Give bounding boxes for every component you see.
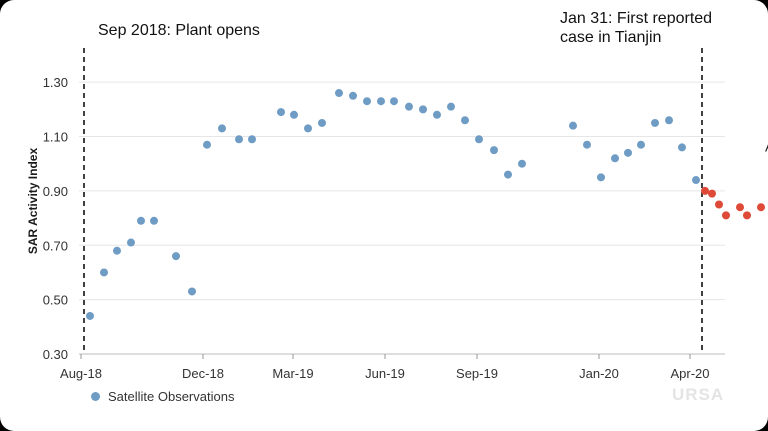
observation-point xyxy=(419,105,427,114)
observation-point xyxy=(137,216,145,225)
observation-point xyxy=(248,135,256,144)
recent-observation-point xyxy=(722,211,730,220)
observation-point xyxy=(349,91,357,100)
x-tick-label: Dec-18 xyxy=(182,366,224,381)
y-tick-label: 1.30 xyxy=(43,75,68,90)
recent-observation-point xyxy=(715,200,723,209)
y-axis-label: SAR Activity Index xyxy=(26,147,40,255)
first-case-annotation: Jan 31: First reported case in Tianjin xyxy=(560,10,713,46)
recent-observation-point xyxy=(743,211,751,220)
recent-observation-point xyxy=(736,203,744,212)
observation-point xyxy=(290,110,298,119)
legend-marker xyxy=(91,392,100,401)
x-tick-label: Mar-19 xyxy=(272,366,313,381)
observation-point xyxy=(624,148,632,157)
observation-point xyxy=(235,135,243,144)
observation-point xyxy=(188,287,196,296)
ursa-watermark: URSA xyxy=(672,385,725,404)
observation-point xyxy=(569,121,577,130)
legend: Satellite Observations xyxy=(91,389,234,404)
observation-point xyxy=(475,135,483,144)
x-tick-label: Aug-18 xyxy=(60,366,102,381)
observation-point xyxy=(318,118,326,127)
observation-point xyxy=(113,246,121,255)
legend-label: Satellite Observations xyxy=(108,389,235,404)
y-tick-label: 1.10 xyxy=(43,130,68,145)
recent-observation-point xyxy=(757,203,765,212)
observation-point xyxy=(304,124,312,133)
observation-point xyxy=(637,140,645,149)
observation-point xyxy=(363,97,371,106)
point-annotation: Apr-17 xyxy=(765,139,768,155)
y-tick-label: 0.30 xyxy=(43,347,68,362)
x-tick-label: Jun-19 xyxy=(365,366,405,381)
observation-point xyxy=(583,140,591,149)
observation-point xyxy=(203,140,211,149)
observation-point xyxy=(405,102,413,111)
recent-observation-point xyxy=(701,186,709,195)
observation-point xyxy=(127,238,135,247)
observation-point xyxy=(504,170,512,179)
observation-point xyxy=(447,102,455,111)
observation-point xyxy=(433,110,441,119)
x-tick-label: Sep-19 xyxy=(456,366,498,381)
observation-point xyxy=(172,252,180,261)
observation-point xyxy=(665,116,673,125)
observation-point xyxy=(277,108,285,117)
observation-point xyxy=(335,89,343,98)
plant-opens-annotation: Sep 2018: Plant opens xyxy=(98,22,260,39)
recent-observation-point xyxy=(708,189,716,198)
y-tick-label: 0.50 xyxy=(43,293,68,308)
observation-point xyxy=(490,146,498,155)
observation-point xyxy=(678,143,686,152)
observation-point xyxy=(461,116,469,125)
observation-point xyxy=(651,118,659,127)
x-tick-label: Jan-20 xyxy=(579,366,619,381)
observation-point xyxy=(100,268,108,277)
y-tick-label: 0.70 xyxy=(43,238,68,253)
y-tick-label: 0.90 xyxy=(43,184,68,199)
observation-point xyxy=(390,97,398,106)
observation-point xyxy=(218,124,226,133)
observation-point xyxy=(377,97,385,106)
observation-point xyxy=(518,159,526,168)
observation-point xyxy=(692,176,700,185)
observation-point xyxy=(611,154,619,163)
observation-point xyxy=(150,216,158,225)
observation-point xyxy=(86,311,94,320)
x-tick-label: Apr-20 xyxy=(670,366,709,381)
observation-point xyxy=(597,173,605,182)
